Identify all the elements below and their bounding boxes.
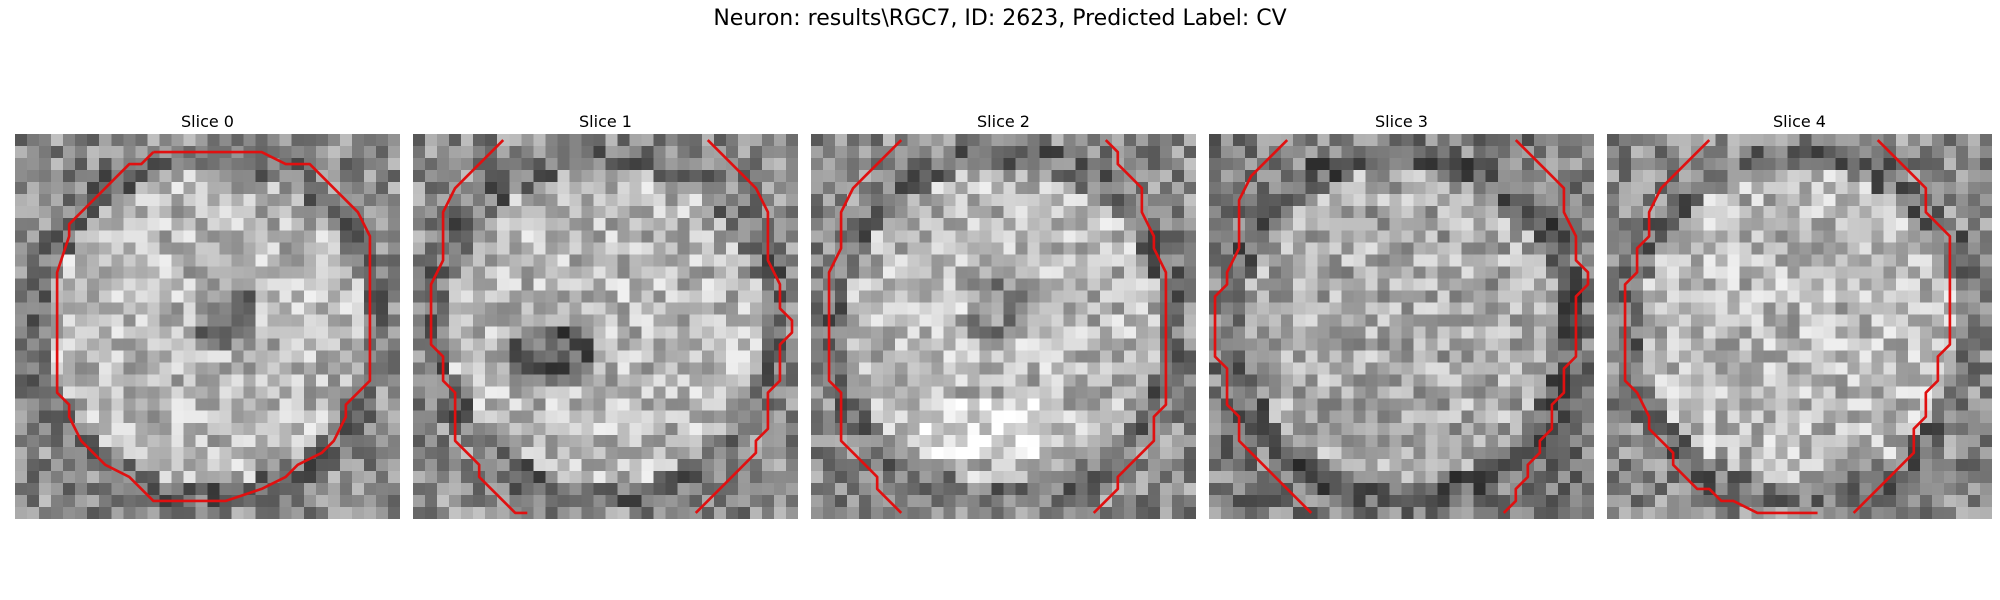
slice-title: Slice 4 — [1773, 112, 1826, 131]
slice-title: Slice 1 — [579, 112, 632, 131]
slice-image — [811, 134, 1196, 519]
slice-panel-2: Slice 2 — [811, 110, 1196, 519]
roi-contour-line — [55, 150, 372, 503]
roi-contour-line — [1213, 139, 1313, 514]
slice-image — [1607, 134, 1992, 519]
figure-title: Neuron: results\RGC7, ID: 2623, Predicte… — [713, 6, 1287, 31]
slice-image — [15, 134, 400, 519]
slice-panel-1: Slice 1 — [413, 110, 798, 519]
roi-contour-overlay — [55, 150, 372, 503]
slice-panel-4: Slice 4 — [1607, 110, 1992, 519]
roi-contour-line-right — [1092, 139, 1168, 514]
roi-contour-overlay — [1623, 139, 1952, 515]
slice-image — [1209, 134, 1594, 519]
roi-contour-line-right — [1502, 139, 1590, 514]
roi-contour-overlay — [1213, 139, 1590, 514]
roi-contour-line-right — [694, 139, 794, 514]
slice-title: Slice 0 — [181, 112, 234, 131]
slice-title: Slice 2 — [977, 112, 1030, 131]
slice-title: Slice 3 — [1375, 112, 1428, 131]
roi-contour-overlay — [827, 139, 1168, 514]
roi-contour-line — [429, 139, 528, 515]
roi-contour-line — [827, 139, 903, 514]
slice-panel-0: Slice 0 — [15, 110, 400, 519]
roi-contour-overlay — [429, 139, 794, 515]
slice-image — [413, 134, 798, 519]
slice-panel-3: Slice 3 — [1209, 110, 1594, 519]
roi-contour-line — [1623, 139, 1818, 515]
roi-contour-line-right — [1852, 139, 1952, 514]
